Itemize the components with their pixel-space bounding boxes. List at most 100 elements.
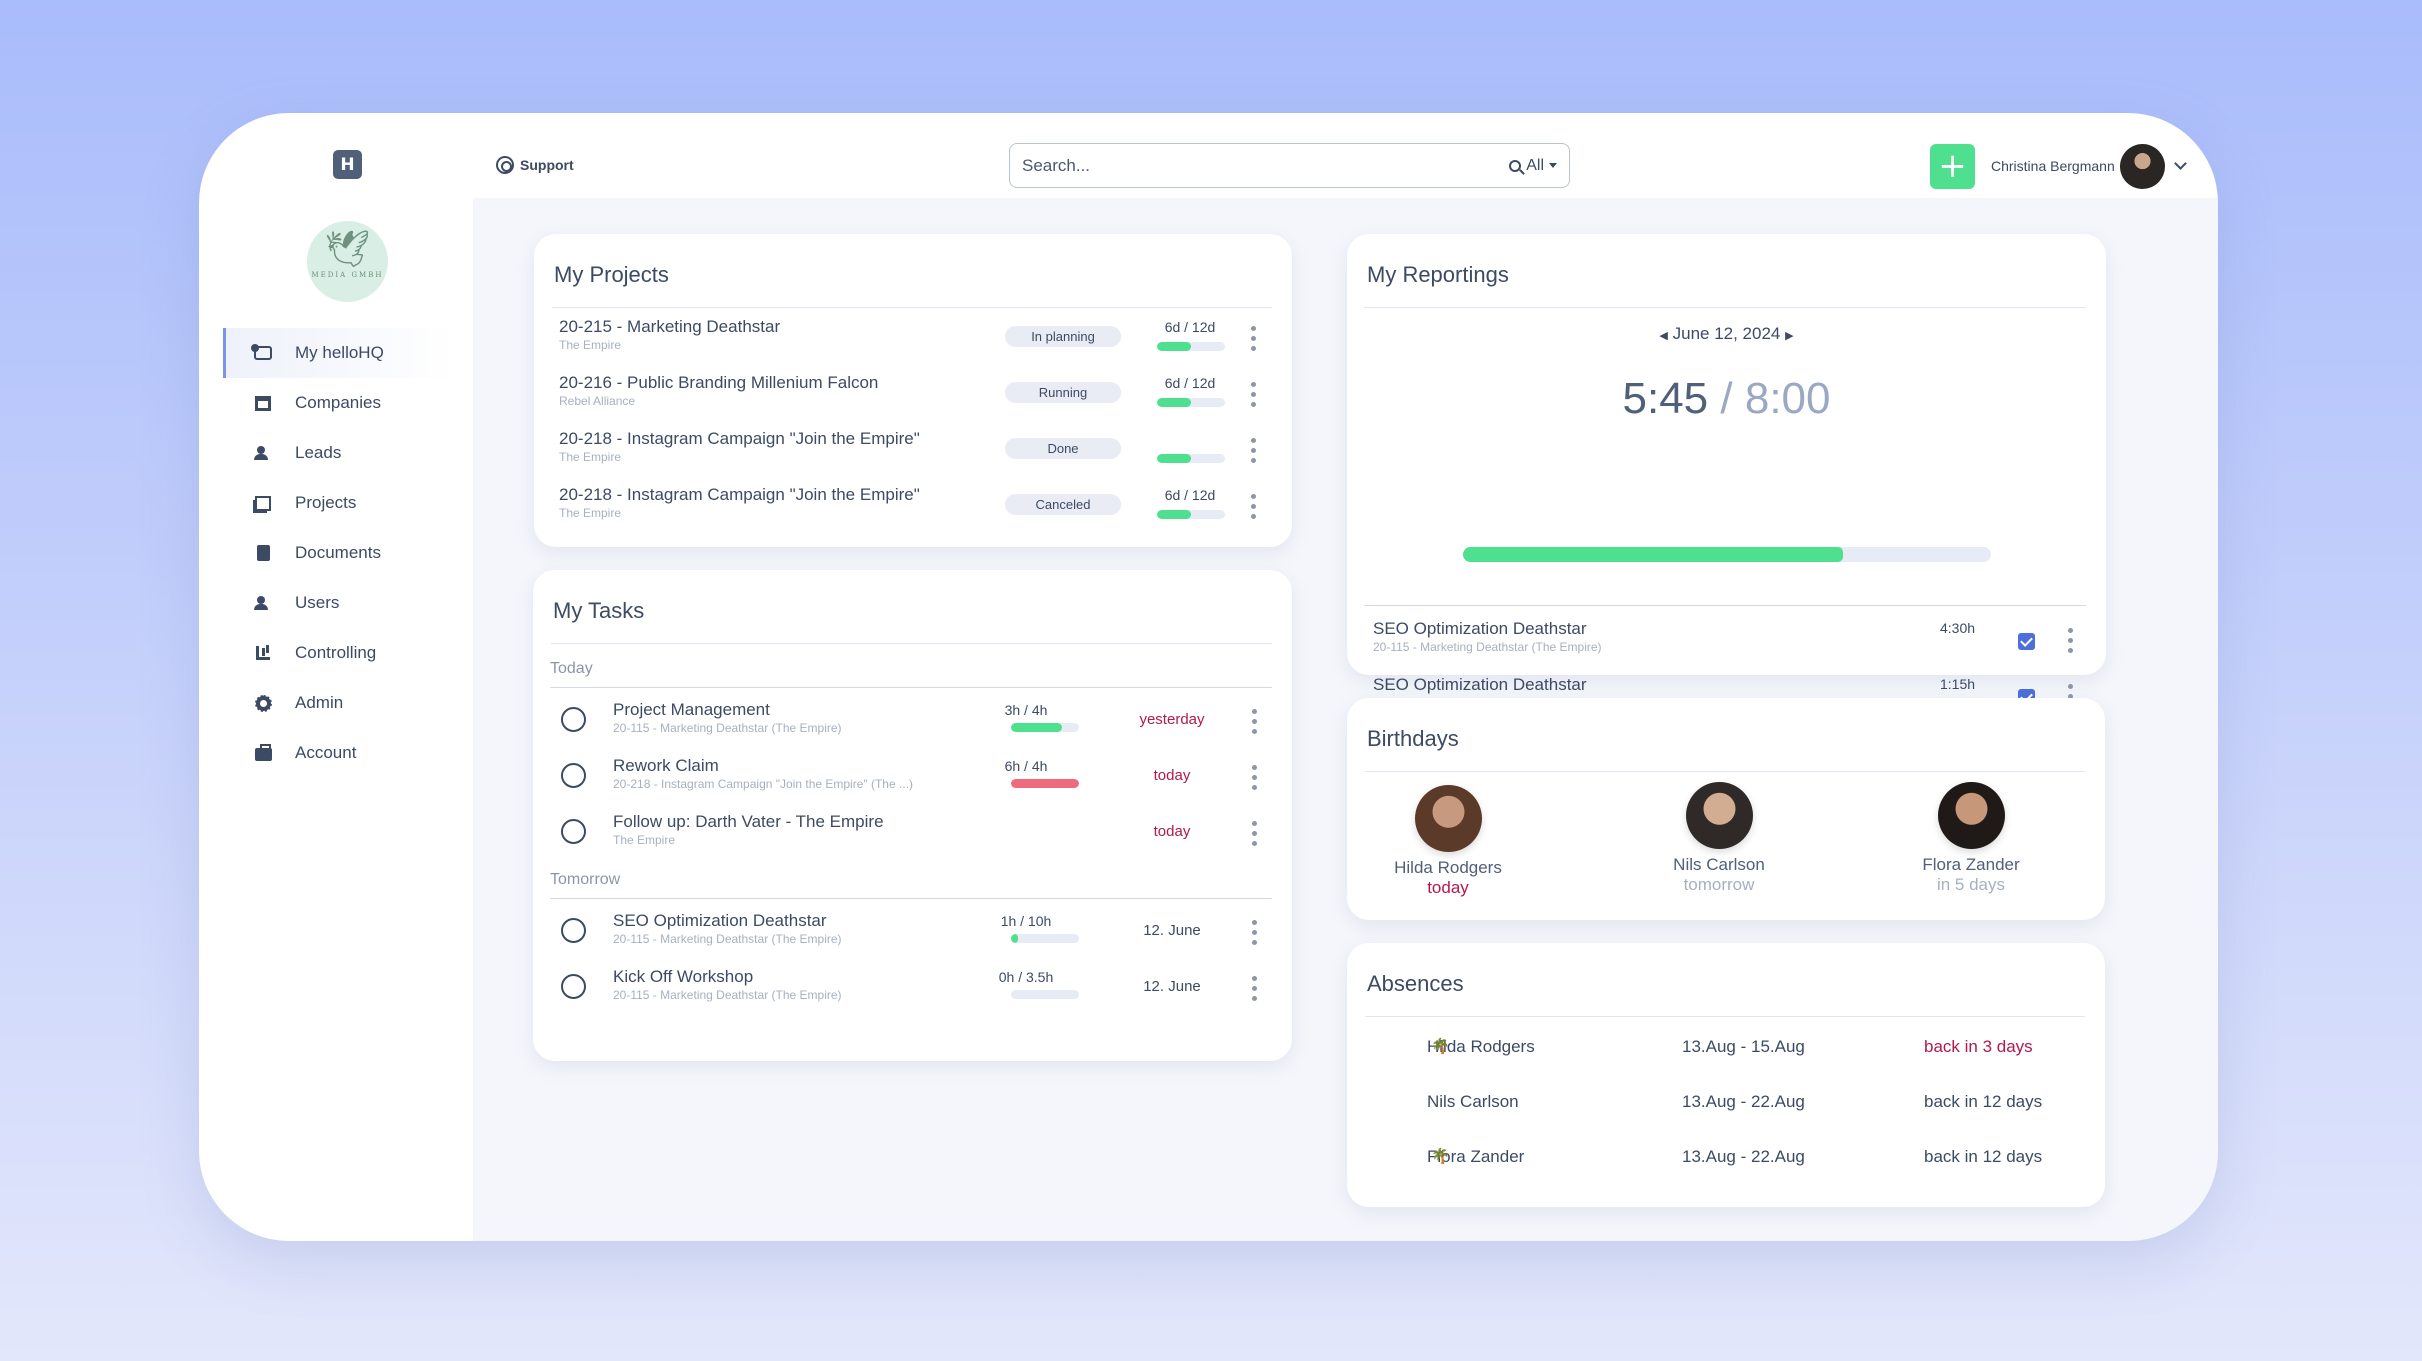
report-date[interactable]: June 12, 2024 — [1672, 324, 1781, 343]
absence-return: back in 3 days — [1924, 1037, 2033, 1056]
task-progress-fill — [1011, 779, 1079, 788]
more-options-icon[interactable] — [1252, 821, 1257, 846]
sidebar-item-label: Leads — [295, 443, 342, 462]
project-row[interactable]: 20-216 - Public Branding Millenium Falco… — [534, 370, 1292, 420]
task-complete-checkbox[interactable] — [561, 918, 586, 943]
task-row[interactable]: Project Management 20-115 - Marketing De… — [533, 697, 1292, 747]
project-title[interactable]: 20-216 - Public Branding Millenium Falco… — [559, 373, 879, 392]
project-client: The Empire — [559, 338, 622, 352]
sidebar-item-label: Account — [295, 743, 357, 762]
status-badge: Running — [1005, 382, 1121, 403]
task-title[interactable]: Rework Claim — [613, 756, 719, 775]
lifebuoy-icon — [496, 156, 514, 174]
project-hours: 6d / 12d — [1164, 319, 1216, 335]
hellohq-logo[interactable]: H — [333, 150, 362, 179]
task-complete-checkbox[interactable] — [561, 819, 586, 844]
more-options-icon[interactable] — [1251, 382, 1256, 407]
sidebar-item-controlling[interactable]: Controlling — [223, 628, 453, 678]
task-complete-checkbox[interactable] — [561, 974, 586, 999]
project-title[interactable]: 20-215 - Marketing Deathstar — [559, 317, 781, 336]
more-options-icon[interactable] — [1252, 976, 1257, 1001]
more-options-icon[interactable] — [2068, 628, 2073, 653]
chevron-right-icon[interactable]: ▶ — [1785, 330, 1794, 342]
project-row[interactable]: 20-218 - Instagram Campaign "Join the Em… — [534, 482, 1292, 532]
sidebar-item-companies[interactable]: Companies — [223, 378, 453, 428]
task-subtitle: 20-218 - Instagram Campaign "Join the Em… — [613, 777, 913, 791]
sidebar-item-my-hellohq[interactable]: My helloHQ — [223, 328, 453, 378]
more-options-icon[interactable] — [1251, 326, 1256, 351]
divider — [1365, 1016, 2085, 1017]
absence-range: 13.Aug - 22.Aug — [1682, 1147, 1805, 1166]
task-title[interactable]: Kick Off Workshop — [613, 967, 754, 986]
task-row[interactable]: Kick Off Workshop 20-115 - Marketing Dea… — [533, 964, 1292, 1014]
task-row[interactable]: Follow up: Darth Vater - The Empire The … — [533, 809, 1292, 859]
entry-duration: 1:15h — [1940, 676, 1976, 692]
entry-title[interactable]: SEO Optimization Deathstar — [1373, 619, 1587, 638]
user-avatar[interactable] — [2120, 144, 2165, 189]
sidebar-item-account[interactable]: Account — [223, 728, 453, 778]
task-row[interactable]: SEO Optimization Deathstar 20-115 - Mark… — [533, 908, 1292, 958]
company-logo-text: MEDIA GMBH — [311, 271, 384, 279]
task-title[interactable]: Project Management — [613, 700, 770, 719]
divider — [550, 898, 1272, 899]
sidebar-nav: My helloHQ Companies Leads Projects Docu… — [223, 328, 453, 778]
absence-row[interactable]: Flora Zander 🌴 13.Aug - 22.Aug back in 12… — [1347, 1147, 2105, 1177]
divider — [551, 643, 1272, 644]
document-icon — [253, 545, 273, 561]
avatar — [1937, 782, 2005, 849]
project-title[interactable]: 20-218 - Instagram Campaign "Join the Em… — [559, 485, 920, 504]
more-options-icon[interactable] — [1252, 920, 1257, 945]
task-subtitle: 20-115 - Marketing Deathstar (The Empire… — [613, 988, 842, 1002]
entry-title[interactable]: SEO Optimization Deathstar — [1373, 675, 1587, 694]
birthday-person[interactable]: Flora Zander in 5 days — [1891, 782, 2051, 895]
absence-row[interactable]: Hilda Rodgers 🌴 13.Aug - 15.Aug back in 3… — [1347, 1037, 2105, 1067]
project-title[interactable]: 20-218 - Instagram Campaign "Join the Em… — [559, 429, 920, 448]
search-filter-label: All — [1526, 156, 1544, 174]
user-name[interactable]: Christina Bergmann — [1991, 158, 2115, 174]
project-progress-fill — [1157, 510, 1191, 519]
user-menu-chevron-icon[interactable] — [2174, 157, 2187, 170]
project-row[interactable]: 20-218 - Instagram Campaign "Join the Em… — [534, 426, 1292, 476]
add-button[interactable]: + — [1930, 144, 1975, 189]
project-progress-bar — [1157, 510, 1225, 519]
chart-icon — [253, 645, 273, 661]
task-title[interactable]: Follow up: Darth Vater - The Empire — [613, 812, 884, 831]
sidebar-item-documents[interactable]: Documents — [223, 528, 453, 578]
task-row[interactable]: Rework Claim 20-218 - Instagram Campaign… — [533, 753, 1292, 803]
checkbox-checked-icon[interactable] — [2018, 633, 2035, 650]
birthday-person[interactable]: Nils Carlson tomorrow — [1639, 782, 1799, 895]
report-entry-row[interactable]: SEO Optimization Deathstar 20-115 - Mark… — [1347, 616, 2106, 666]
search-input[interactable] — [1022, 155, 1510, 176]
status-badge: Canceled — [1005, 494, 1121, 515]
project-progress-bar — [1157, 342, 1225, 351]
task-progress-bar — [1011, 779, 1079, 788]
more-options-icon[interactable] — [1252, 709, 1257, 734]
support-link[interactable]: Support — [496, 156, 574, 174]
divider — [550, 687, 1272, 688]
sidebar-item-leads[interactable]: Leads — [223, 428, 453, 478]
task-progress-fill — [1011, 723, 1062, 732]
more-options-icon[interactable] — [1251, 494, 1256, 519]
task-hours: 6h / 4h — [1004, 758, 1048, 774]
project-progress-fill — [1157, 454, 1191, 463]
task-title[interactable]: SEO Optimization Deathstar — [613, 911, 827, 930]
more-options-icon[interactable] — [1252, 765, 1257, 790]
absences-card: Absences Hilda Rodgers 🌴 13.Aug - 15.Aug … — [1347, 943, 2105, 1207]
project-client: The Empire — [559, 450, 622, 464]
sidebar-item-admin[interactable]: Admin — [223, 678, 453, 728]
absence-name: Nils Carlson — [1427, 1092, 1519, 1111]
sidebar-item-projects[interactable]: Projects — [223, 478, 453, 528]
status-badge: In planning — [1005, 326, 1121, 347]
birthday-person[interactable]: Hilda Rodgers today — [1368, 785, 1528, 898]
project-row[interactable]: 20-215 - Marketing Deathstar The Empire … — [534, 314, 1292, 364]
sidebar-item-users[interactable]: Users — [223, 578, 453, 628]
task-complete-checkbox[interactable] — [561, 763, 586, 788]
daily-progress-fill — [1463, 547, 1843, 562]
chevron-left-icon[interactable]: ◀ — [1659, 330, 1668, 342]
status-badge: Done — [1005, 438, 1121, 459]
absence-row[interactable]: Nils Carlson 13.Aug - 22.Aug back in 12 … — [1347, 1092, 2105, 1122]
more-options-icon[interactable] — [1251, 438, 1256, 463]
search-filter-dropdown[interactable]: All — [1509, 157, 1557, 175]
divider — [1365, 771, 2085, 772]
task-complete-checkbox[interactable] — [561, 707, 586, 732]
